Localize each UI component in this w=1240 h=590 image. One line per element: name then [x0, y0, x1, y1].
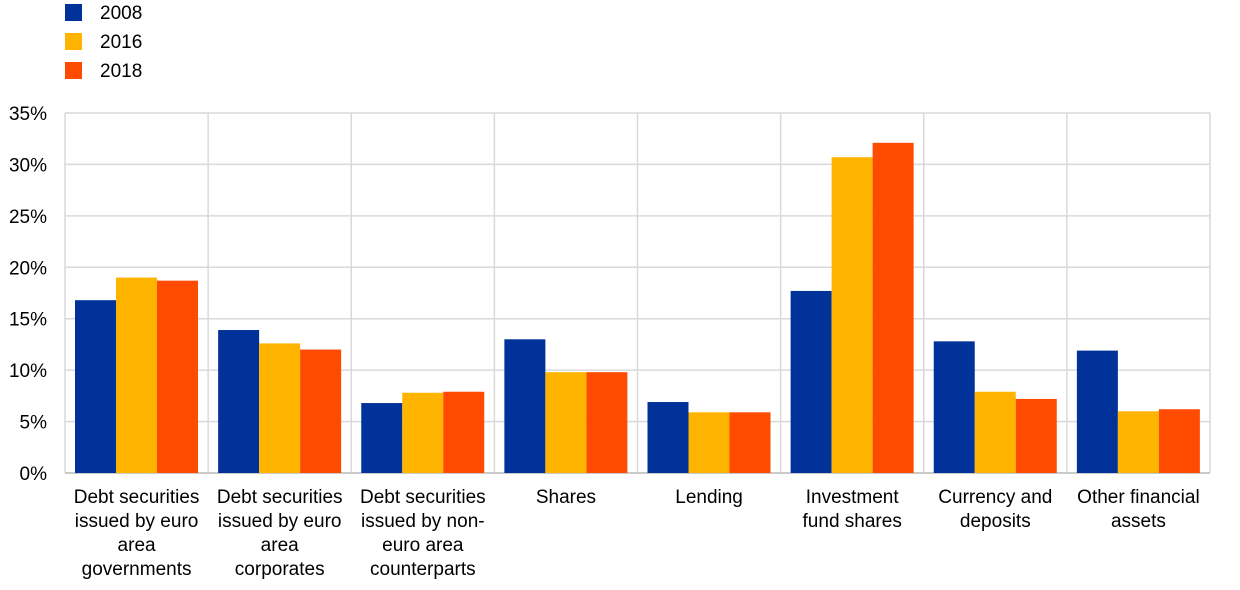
x-tick-label-line: Shares [536, 487, 596, 508]
x-tick-label-line: Debt securities [217, 487, 343, 508]
bar-2008 [504, 339, 546, 473]
bar-2016 [545, 372, 587, 473]
x-tick-label-line: issued by non- [361, 511, 485, 532]
legend-label-2016: 2016 [100, 32, 142, 53]
bar-2008 [1076, 350, 1118, 473]
y-tick-label: 30% [9, 155, 47, 176]
bar-2016 [259, 343, 301, 473]
y-tick-label: 5% [20, 413, 48, 434]
legend-label-2018: 2018 [100, 61, 142, 82]
bar-2008 [647, 402, 689, 473]
bar-2018 [872, 142, 914, 474]
bar-2008 [75, 300, 116, 473]
bar-2008 [218, 330, 260, 473]
x-tick-label: Shares [536, 487, 596, 508]
x-tick-label-line: governments [82, 559, 192, 580]
x-tick-label-line: Lending [675, 487, 743, 508]
bar-2008 [933, 341, 975, 473]
x-tick-label-line: area [261, 535, 299, 556]
x-tick-label-line: issued by euro [218, 511, 342, 532]
x-tick-label-line: Other financial [1077, 487, 1200, 508]
x-tick-label-line: issued by euro [75, 511, 199, 532]
legend-label-2008: 2008 [100, 3, 142, 24]
y-tick-label: 0% [20, 464, 48, 485]
x-tick-label-line: area [118, 535, 156, 556]
x-tick-label-line: corporates [235, 559, 325, 580]
x-tick-label-line: Currency and [938, 487, 1052, 508]
x-tick-label-line: assets [1111, 511, 1166, 532]
y-tick-label: 15% [9, 310, 47, 331]
bar-2018 [729, 412, 771, 473]
x-tick-label: Investment fund shares [803, 487, 902, 532]
bar-2016 [402, 392, 444, 473]
x-tick-label-line: Debt securities [360, 487, 486, 508]
bar-2016 [1117, 411, 1159, 473]
legend-swatch-2018 [65, 62, 82, 79]
bar-2018 [1015, 398, 1057, 473]
x-tick-label: Lending [675, 487, 743, 508]
y-tick-label: 35% [9, 104, 47, 125]
x-tick-label: Other financial assets [1077, 487, 1200, 532]
x-tick-label: Currency and deposits [938, 487, 1052, 532]
x-tick-label-line: counterparts [370, 559, 476, 580]
legend-swatch-2016 [65, 33, 82, 50]
bar-2008 [790, 290, 832, 473]
bar-2008 [361, 403, 403, 473]
x-tick-label: Debt securities issued by euro area corpora… [217, 487, 343, 580]
x-tick-label-line: Investment [806, 487, 900, 508]
y-tick-label: 10% [9, 361, 47, 382]
bar-2016 [116, 277, 157, 473]
bar-2018 [300, 349, 342, 473]
bar-2016 [974, 391, 1016, 473]
legend-swatch-2008 [65, 4, 82, 21]
bar-2018 [586, 372, 628, 473]
x-tick-label: Debt securities issued by non-euro area co… [360, 487, 486, 580]
bar-2018 [1158, 409, 1200, 473]
y-tick-label: 25% [9, 207, 47, 228]
x-tick-label-line: fund shares [803, 511, 902, 532]
bar-2018 [157, 280, 198, 473]
bar-2016 [831, 157, 873, 473]
bar-2018 [443, 391, 485, 473]
x-tick-label-line: Debt securities [74, 487, 200, 508]
x-tick-label-line: euro area [382, 535, 464, 556]
bar-2016 [688, 412, 730, 473]
y-tick-label: 20% [9, 258, 47, 279]
x-tick-label: Debt securities issued by euro area governm… [74, 487, 200, 580]
x-tick-label-line: deposits [960, 511, 1031, 532]
